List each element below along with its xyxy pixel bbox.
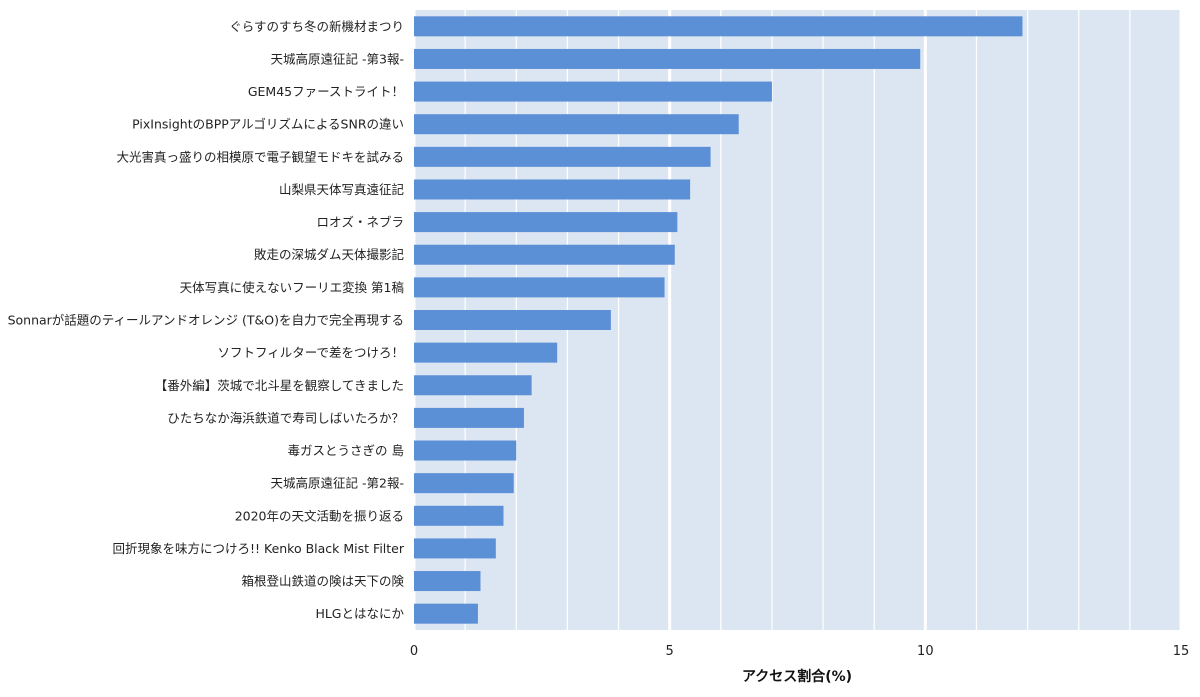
bar xyxy=(414,81,772,102)
category-label: GEM45ファーストライト！ xyxy=(248,84,404,99)
bar xyxy=(414,440,517,461)
category-label: ソフトフィルターで差をつけろ！ xyxy=(217,345,404,360)
bar xyxy=(414,114,739,135)
bar xyxy=(414,505,504,526)
bars xyxy=(414,16,1023,624)
category-label: 敗走の深城ダム天体撮影記 xyxy=(254,247,404,262)
bar xyxy=(414,375,532,396)
category-label: 天城高原遠征記 -第3報- xyxy=(271,51,404,66)
bar xyxy=(414,538,496,559)
bar xyxy=(414,179,691,200)
bar xyxy=(414,244,675,265)
category-label: 大光害真っ盛りの相模原で電子観望モドキを試みる xyxy=(116,149,404,164)
category-label: ロオズ・ネブラ xyxy=(316,215,404,230)
category-label: Sonnarが話題のティールアンドオレンジ (T&O)を自力で完全再現する xyxy=(8,313,404,328)
category-label: 天体写真に使えないフーリエ変換 第1稿 xyxy=(180,280,404,295)
bar xyxy=(414,407,524,428)
category-label: 【番外編】茨城で北斗星を観察してきました xyxy=(155,378,404,393)
category-label: 箱根登山鉄道の険は天下の険 xyxy=(241,574,404,589)
category-label: HLGとはなにか xyxy=(315,606,404,621)
bar xyxy=(414,571,481,592)
category-label: 天城高原遠征記 -第2報- xyxy=(271,476,404,491)
x-tick-label: 0 xyxy=(410,644,418,659)
category-label: ぐらすのすち冬の新機材まつり xyxy=(229,19,404,34)
bar xyxy=(414,16,1023,37)
x-tick-label: 5 xyxy=(666,644,674,659)
x-tick-label: 10 xyxy=(917,644,934,659)
bar xyxy=(414,48,921,69)
category-label: ひたちなか海浜鉄道で寿司しばいたろか？ xyxy=(167,410,404,425)
gridlines xyxy=(412,10,1183,630)
category-label: 毒ガスとうさぎの 島 xyxy=(288,443,404,458)
category-label: PixInsightのBPPアルゴリズムによるSNRの違い xyxy=(132,117,404,132)
category-label: 回折現象を味方につけろ!! Kenko Black Mist Filter xyxy=(113,541,405,556)
bar xyxy=(414,603,478,624)
category-label: 山梨県天体写真遠征記 xyxy=(279,182,404,197)
bar xyxy=(414,212,678,233)
bar xyxy=(414,473,514,494)
x-axis-title: アクセス割合(%) xyxy=(742,668,852,685)
category-label: 2020年の天文活動を振り返る xyxy=(235,508,404,523)
bar xyxy=(414,310,611,330)
bar xyxy=(414,277,665,298)
bar xyxy=(414,342,558,363)
bar xyxy=(414,146,711,167)
x-axis-ticks: 0 5 10 15 xyxy=(410,644,1189,659)
x-tick-label: 15 xyxy=(1173,644,1190,659)
